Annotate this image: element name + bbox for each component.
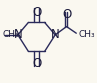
- Text: CH₃: CH₃: [79, 30, 95, 39]
- Text: N: N: [13, 28, 22, 41]
- Text: N: N: [51, 28, 60, 41]
- Text: O: O: [62, 8, 71, 21]
- Text: CH₃: CH₃: [2, 30, 19, 39]
- Text: O: O: [32, 6, 41, 19]
- Text: O: O: [32, 57, 41, 70]
